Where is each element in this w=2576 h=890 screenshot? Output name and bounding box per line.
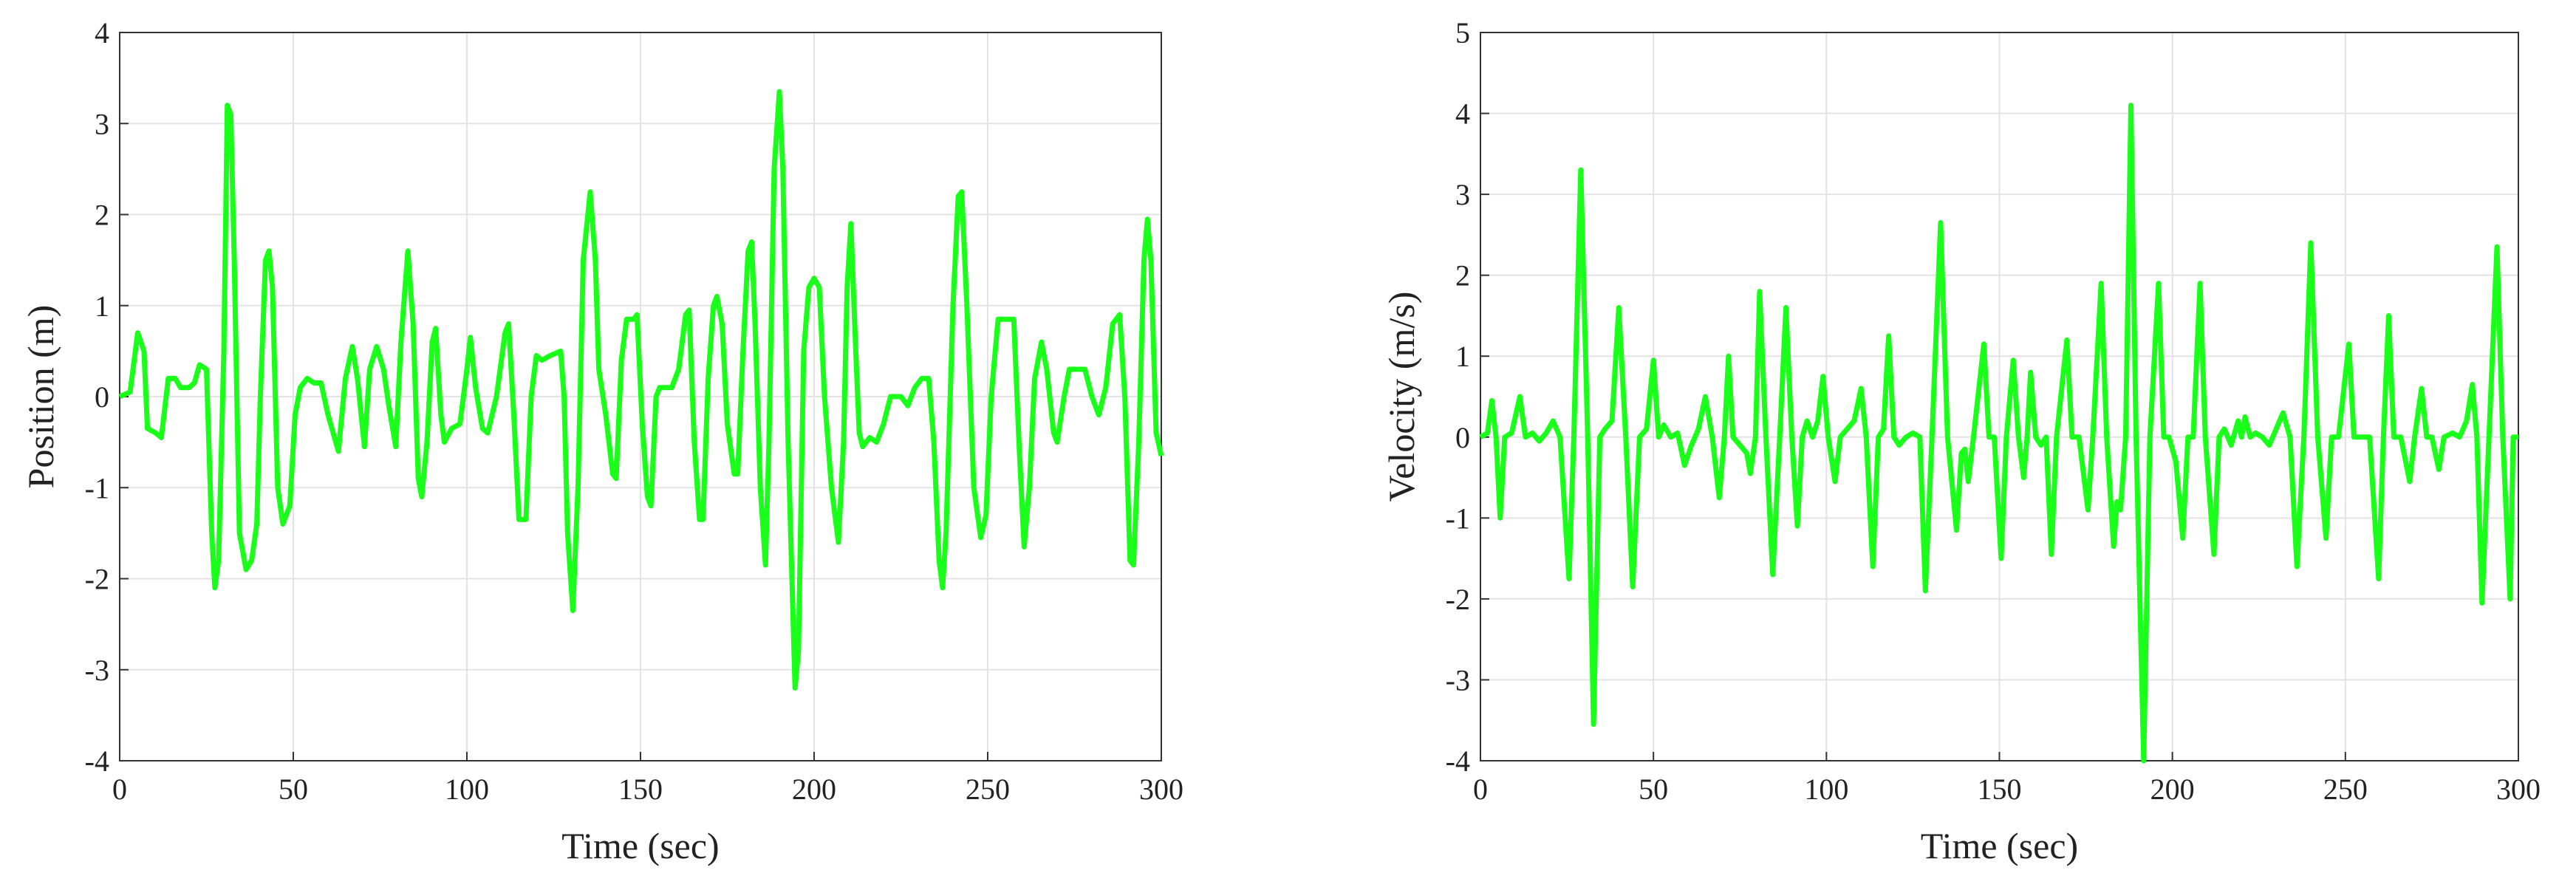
x-axis-label: Time (sec) — [561, 825, 719, 866]
y-axis-label: Position (m) — [20, 305, 61, 489]
y-tick-label: -3 — [1446, 663, 1470, 696]
x-tick-label: 100 — [445, 773, 489, 806]
y-tick-label: 0 — [95, 380, 109, 414]
x-tick-label: 250 — [2323, 773, 2368, 806]
y-tick-label: 3 — [95, 107, 109, 140]
x-tick-label: 0 — [112, 773, 127, 806]
y-tick-label: 4 — [95, 16, 109, 49]
x-tick-label: 300 — [2496, 773, 2541, 806]
x-tick-label: 50 — [279, 773, 308, 806]
x-tick-label: 150 — [618, 773, 663, 806]
x-tick-label: 250 — [966, 773, 1010, 806]
x-tick-label: 200 — [2150, 773, 2195, 806]
x-tick-label: 300 — [1139, 773, 1183, 806]
y-tick-label: 1 — [1455, 340, 1470, 373]
y-tick-label: 1 — [95, 290, 109, 323]
y-tick-label: -1 — [85, 471, 109, 504]
y-tick-label: -2 — [85, 563, 109, 596]
y-tick-label: -2 — [1446, 583, 1470, 616]
plot-frame — [1480, 32, 2519, 761]
y-tick-label: 2 — [95, 199, 109, 232]
x-axis-label: Time (sec) — [1921, 825, 2078, 866]
data-line — [118, 89, 1164, 691]
y-tick-label: 5 — [1455, 16, 1470, 49]
y-tick-label: 4 — [1455, 97, 1470, 131]
y-axis-label: Velocity (m/s) — [1381, 292, 1422, 502]
x-tick-label: 200 — [792, 773, 836, 806]
x-tick-label: 150 — [1978, 773, 2022, 806]
y-tick-label: -4 — [1446, 744, 1470, 778]
x-tick-label: 100 — [1804, 773, 1848, 806]
y-tick-label: 0 — [1455, 421, 1470, 454]
y-tick-label: -3 — [85, 654, 109, 687]
y-tick-label: 2 — [1455, 259, 1470, 292]
y-tick-label: -1 — [1446, 502, 1470, 535]
y-tick-label: 3 — [1455, 178, 1470, 211]
x-tick-label: 0 — [1473, 773, 1488, 806]
data-line — [1479, 103, 2518, 764]
y-tick-label: -4 — [85, 744, 109, 778]
x-tick-label: 50 — [1639, 773, 1668, 806]
